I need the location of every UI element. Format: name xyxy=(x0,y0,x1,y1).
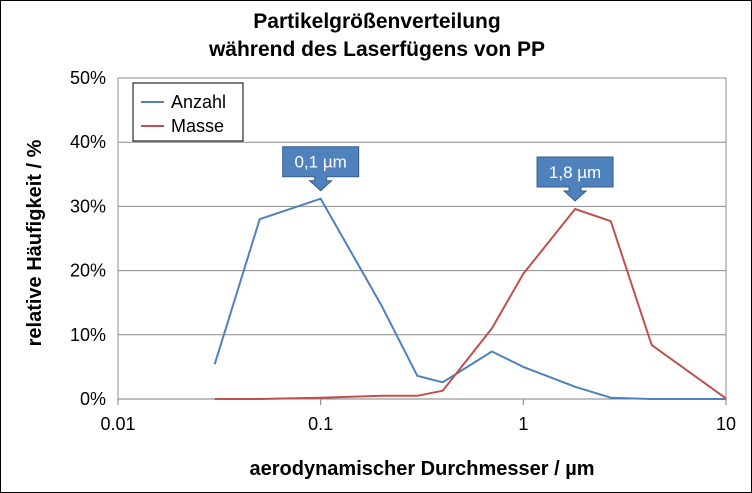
series-line-masse xyxy=(214,208,727,400)
y-tick-label: 50% xyxy=(70,68,106,88)
grid-layer xyxy=(117,77,727,405)
x-tick-label: 0.1 xyxy=(308,414,333,434)
x-axis-title: aerodynamischer Durchmesser / µm xyxy=(249,458,594,480)
y-tick-label: 0% xyxy=(80,389,106,409)
callout-label-0: 0,1 µm xyxy=(295,153,347,172)
callout-box-0 xyxy=(282,146,360,192)
x-tick-label: 1 xyxy=(518,414,528,434)
series-layer xyxy=(213,197,727,400)
callout-box-1 xyxy=(536,156,614,202)
series-line-anzahl xyxy=(213,197,726,400)
y-axis-title: relative Häufigkeit / % xyxy=(24,139,46,346)
x-tick-labels: 0.01 0.1 1 10 xyxy=(100,414,736,434)
y-tick-label: 10% xyxy=(70,325,106,345)
y-tick-label: 40% xyxy=(70,132,106,152)
y-tick-labels: 0% 10% 20% 30% 40% 50% xyxy=(70,68,106,409)
legend-label-masse: Masse xyxy=(171,116,224,136)
legend: Anzahl Masse xyxy=(132,82,244,142)
callout-layer: 0,1 µm 1,8 µm xyxy=(282,146,614,202)
y-tick-label: 30% xyxy=(70,196,106,216)
chart-title-line-2: während des Laserfügens von PP xyxy=(208,38,545,61)
legend-box xyxy=(132,82,244,142)
callout-label-1: 1,8 µm xyxy=(549,163,601,182)
x-tick-label: 0.01 xyxy=(100,414,135,434)
y-tick-label: 20% xyxy=(70,261,106,281)
chart-title-line-1: Partikelgrößenverteilung xyxy=(253,10,500,33)
x-tick-label: 10 xyxy=(716,414,736,434)
legend-label-anzahl: Anzahl xyxy=(171,92,226,112)
